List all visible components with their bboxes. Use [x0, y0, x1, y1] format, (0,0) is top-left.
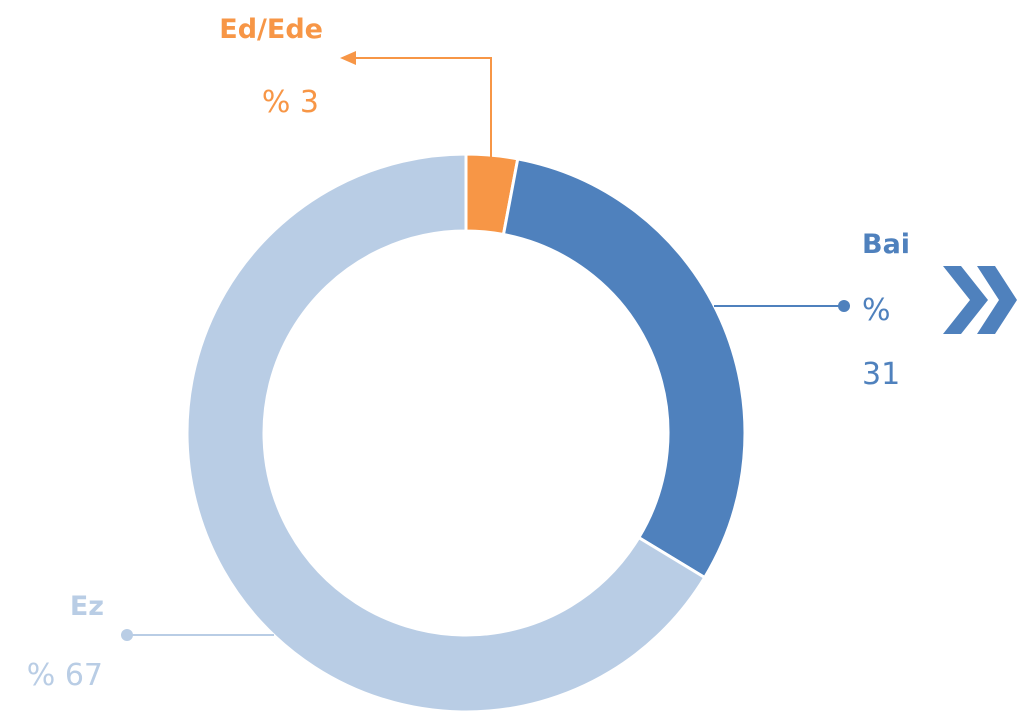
label-name-ed-ede: Ed/Ede — [219, 14, 323, 45]
leader-line-ed-ede — [354, 57, 492, 159]
label-name-ez: Ez — [70, 591, 104, 622]
leader-dot-ez — [121, 629, 133, 641]
slice-ez — [185, 152, 707, 712]
label-value-ez: % 67 — [27, 658, 103, 693]
slice-bai — [501, 157, 747, 580]
donut-slices — [185, 152, 747, 712]
arrowhead-ed-ede — [340, 51, 356, 65]
double-chevron-right-icon — [943, 266, 1017, 334]
label-value-ed-ede: % 3 — [262, 85, 319, 120]
leader-dot-bai — [838, 300, 850, 312]
label-name-bai: Bai — [862, 229, 910, 260]
label-value-bai: % 31 — [862, 293, 900, 392]
label-ed-ede: Ed/Ede % 3 — [219, 14, 492, 159]
label-bai: Bai % 31 — [714, 229, 910, 392]
label-ez: Ez % 67 — [27, 591, 274, 693]
